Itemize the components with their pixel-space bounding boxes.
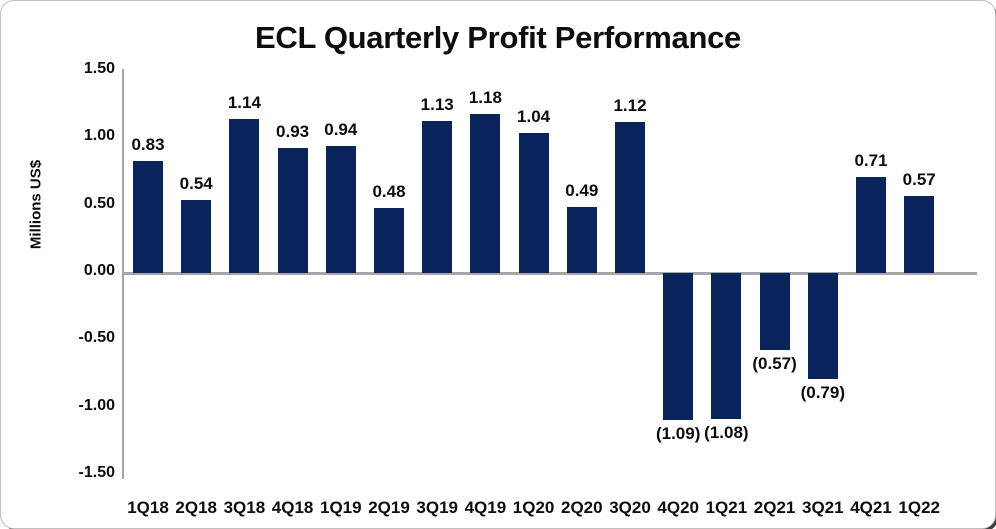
- x-axis-label-4Q20: 4Q20: [657, 498, 699, 517]
- x-axis-label-2Q19: 2Q19: [368, 498, 410, 517]
- y-axis-tick-label: -0.50: [78, 329, 115, 347]
- bar-value-label: (0.57): [752, 353, 797, 373]
- bar-3Q19[interactable]: [422, 120, 453, 273]
- y-axis-tick-label: 0.50: [83, 194, 115, 212]
- bar-value-label: 1.14: [227, 93, 261, 113]
- x-axis-label-1Q20: 1Q20: [512, 498, 555, 517]
- bar-3Q20[interactable]: [615, 122, 645, 273]
- x-axis-label-4Q18: 4Q18: [271, 498, 314, 517]
- bar-3Q18[interactable]: [229, 119, 260, 273]
- x-axis-label-3Q21: 3Q21: [802, 498, 844, 517]
- x-axis-label-1Q21: 1Q21: [705, 498, 748, 517]
- y-axis-tick-label: -1.50: [78, 464, 115, 482]
- bar-value-label: (1.09): [655, 423, 701, 443]
- bar-3Q21[interactable]: [807, 273, 838, 380]
- y-axis-tick-label: -1.00: [78, 396, 115, 414]
- bar-2Q20[interactable]: [566, 206, 597, 273]
- bar-4Q19[interactable]: [470, 113, 501, 273]
- bar-1Q18[interactable]: [133, 161, 163, 273]
- bar-value-label: 0.54: [179, 174, 213, 194]
- x-axis-label-3Q18: 3Q18: [223, 498, 266, 517]
- bar-value-label: 1.12: [613, 96, 647, 116]
- x-axis-label-1Q19: 1Q19: [320, 498, 362, 517]
- zero-baseline: [122, 272, 977, 275]
- bar-1Q22[interactable]: [904, 196, 935, 273]
- bar-value-label: 0.93: [276, 121, 310, 141]
- bar-2Q19[interactable]: [374, 208, 404, 273]
- bar-value-label: 0.49: [565, 180, 599, 200]
- bar-4Q20[interactable]: [663, 273, 694, 420]
- x-axis-label-3Q20: 3Q20: [609, 498, 651, 517]
- x-axis-label-2Q20: 2Q20: [561, 498, 603, 517]
- bar-value-label: 0.48: [372, 182, 406, 202]
- y-axis-tick-label: 1.50: [83, 59, 115, 77]
- bar-4Q18[interactable]: [277, 147, 308, 273]
- y-axis-tick-label: 1.00: [83, 127, 115, 145]
- x-axis-label-2Q18: 2Q18: [175, 498, 217, 517]
- bar-1Q20[interactable]: [518, 132, 549, 273]
- chart-title: ECL Quarterly Profit Performance: [255, 20, 741, 55]
- bar-value-label: 0.71: [854, 151, 888, 171]
- x-axis-label-1Q22: 1Q22: [898, 498, 940, 517]
- y-axis-tick-label: 0.00: [83, 262, 115, 279]
- bar-1Q19[interactable]: [325, 146, 356, 273]
- bar-value-label: 1.18: [468, 87, 502, 107]
- x-axis-label-3Q19: 3Q19: [416, 498, 458, 517]
- bar-value-label: (0.79): [800, 383, 845, 403]
- bar-value-label: 1.13: [420, 94, 454, 114]
- bar-2Q21[interactable]: [759, 273, 790, 350]
- y-axis-tick-labels: 1.50 1.00 0.50 0.00 -0.50 -1.00 -1.50: [39, 1, 115, 528]
- bar-value-label: 0.57: [902, 170, 936, 190]
- x-axis-label-4Q19: 4Q19: [464, 498, 507, 517]
- bar-value-label: (1.08): [704, 422, 749, 442]
- bar-value-label: 0.94: [324, 120, 358, 140]
- bar-1Q21[interactable]: [711, 273, 742, 419]
- x-axis-label-1Q18: 1Q18: [127, 498, 169, 517]
- x-axis-label-4Q21: 4Q21: [850, 498, 892, 517]
- x-axis-label-2Q21: 2Q21: [753, 498, 796, 517]
- bar-4Q21[interactable]: [856, 177, 886, 273]
- bar-value-label: 1.04: [517, 106, 551, 126]
- bar-value-label: 0.83: [131, 135, 165, 155]
- bar-2Q18[interactable]: [181, 200, 212, 273]
